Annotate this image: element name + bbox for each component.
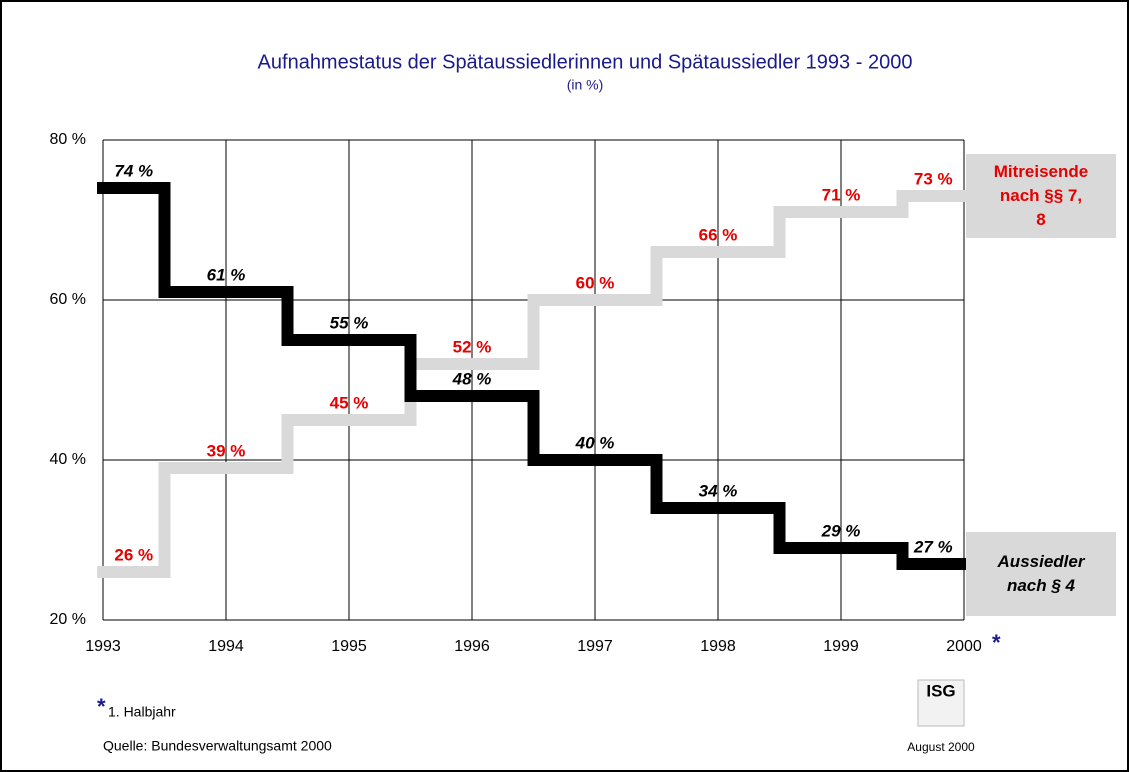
source: Quelle: Bundesverwaltungsamt 2000	[103, 738, 332, 754]
legend-box: Mitreisende nach §§ 7, 8	[966, 154, 1116, 238]
legend-wrap: Aussiedler nach § 4	[966, 532, 1116, 616]
value-label: 26 %	[114, 545, 153, 564]
footnote-marker: *	[97, 694, 106, 719]
legend-box: Aussiedler nach § 4	[966, 532, 1116, 616]
x-tick-label: 1993	[85, 638, 121, 655]
value-label: 55 %	[330, 313, 369, 332]
value-label: 71 %	[822, 185, 861, 204]
value-label: 61 %	[207, 265, 246, 284]
logo: ISG	[926, 681, 955, 700]
value-label: 73 %	[914, 169, 953, 188]
footnote: 1. Halbjahr	[108, 704, 176, 720]
value-label: 27 %	[913, 537, 953, 556]
x-tick-label: 2000	[946, 638, 982, 655]
value-label: 48 %	[452, 369, 492, 388]
x-tick-label: 1995	[331, 638, 367, 655]
value-label: 60 %	[576, 273, 615, 292]
x-tick-label: 1996	[454, 638, 490, 655]
value-label: 39 %	[207, 441, 246, 460]
legend-box-bg	[966, 532, 1116, 616]
value-label: 29 %	[821, 521, 861, 540]
legend-box-bg	[966, 154, 1116, 238]
chart-subtitle: (in %)	[567, 77, 604, 93]
value-label: 66 %	[699, 225, 738, 244]
x-tick-label: 1994	[208, 638, 244, 655]
value-label: 40 %	[575, 433, 615, 452]
date: August 2000	[907, 740, 975, 754]
legend-label: Aussiedler nach § 4	[997, 552, 1085, 595]
legend-wrap: Mitreisende nach §§ 7, 8	[966, 154, 1116, 238]
logo-box	[917, 679, 965, 727]
legend-label: Mitreisende nach §§ 7, 8	[993, 162, 1089, 229]
value-label: 34 %	[699, 481, 738, 500]
y-tick-label: 60 %	[50, 291, 86, 308]
chart-title: Aufnahmestatus der Spätaussiedlerinnen u…	[258, 51, 913, 73]
y-tick-label: 20 %	[50, 611, 86, 628]
value-label: 74 %	[114, 161, 153, 180]
y-tick-label: 80 %	[50, 131, 86, 148]
x-tick-label: 1999	[823, 638, 859, 655]
x-tick-note: *	[992, 630, 1001, 655]
x-tick-label: 1997	[577, 638, 613, 655]
value-label: 52 %	[453, 337, 492, 356]
x-tick-label: 1998	[700, 638, 736, 655]
value-label: 45 %	[330, 393, 369, 412]
y-tick-label: 40 %	[50, 451, 86, 468]
series	[97, 182, 970, 570]
